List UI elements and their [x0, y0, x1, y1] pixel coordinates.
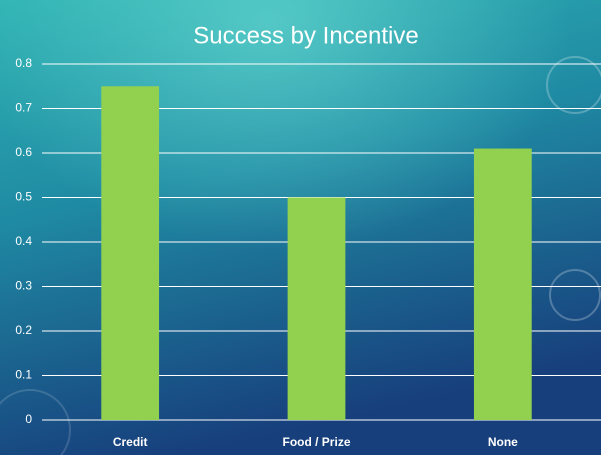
x-tick-label: None — [488, 435, 518, 449]
decor-circle — [0, 389, 71, 455]
bar — [473, 148, 532, 421]
y-tick-label: 0 — [25, 412, 32, 426]
y-tick-label: 0.6 — [15, 145, 32, 159]
y-tick-label: 0.7 — [15, 101, 32, 115]
decor-circle — [546, 56, 601, 114]
y-tick-label: 0.1 — [15, 368, 32, 382]
y-tick-label: 0.4 — [15, 234, 32, 248]
y-tick-label: 0.2 — [15, 323, 32, 337]
y-tick-label: 0.5 — [15, 190, 32, 204]
y-tick-label: 0.3 — [15, 279, 32, 293]
bar — [101, 86, 160, 420]
y-tick-label: 0.8 — [15, 56, 32, 70]
x-tick-label: Credit — [113, 435, 148, 449]
bar — [287, 197, 346, 420]
x-tick-label: Food / Prize — [282, 435, 350, 449]
decor-circle — [549, 269, 601, 321]
chart-title: Success by Incentive — [193, 22, 418, 49]
